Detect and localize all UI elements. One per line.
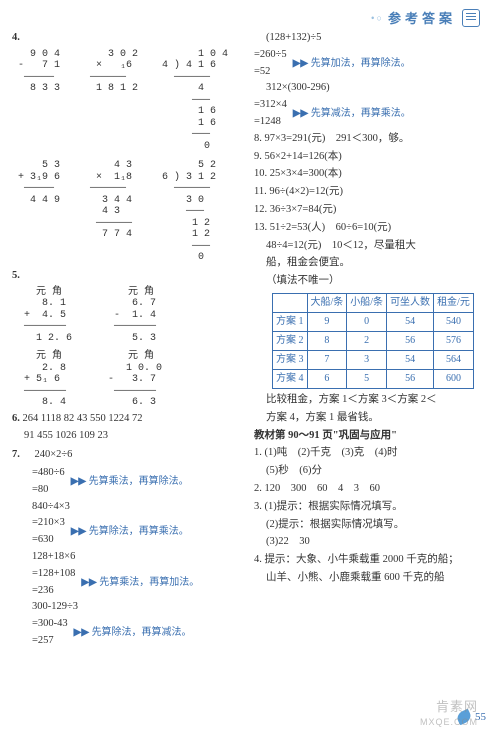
q7-3-step1: =257 xyxy=(32,633,68,650)
arrow-icon: ▶▶ xyxy=(81,577,96,588)
q7-2-hint: 先算乘法，再算加法。 xyxy=(99,577,199,588)
leaf-icon xyxy=(455,709,473,726)
q7-3-step0: =300-43 xyxy=(32,616,68,633)
q7-1-step1: =630 xyxy=(32,532,65,549)
page-header: • ○ 参考答案 xyxy=(371,8,480,27)
header-dots: • ○ xyxy=(371,13,382,23)
r2-expr: 312×(300-296) xyxy=(254,80,488,97)
arrow-icon: ▶▶ xyxy=(74,627,89,638)
th: 小船/条 xyxy=(347,293,387,312)
s3c: (3)22 30 xyxy=(254,534,488,551)
r1-step0: =260÷5 xyxy=(254,47,287,64)
s4a: 4. 提示：大象、小牛乘载重 2000 千克的船； xyxy=(254,552,488,569)
boats-table: 大船/条 小船/条 可坐人数 租金/元 方案 1 9 0 54 540 方案 2… xyxy=(272,293,474,389)
q7-2-step1: =236 xyxy=(32,583,75,600)
r1-hint: 先算加法，再算除法。 xyxy=(311,58,411,69)
notebook-icon xyxy=(462,9,480,27)
compare1: 比较租金，方案 1＜方案 3＜方案 2＜ xyxy=(254,392,488,409)
table-row: 方案 1 9 0 54 540 xyxy=(273,312,474,331)
page-badge: 55 xyxy=(457,711,486,723)
arith-block-3: 元 角 元 角 8. 1 6. 7 + 4. 5 - 1. 4 ――――――― … xyxy=(12,287,242,345)
r1-expr: (128+132)÷5 xyxy=(254,30,488,47)
arrow-icon: ▶▶ xyxy=(293,108,308,119)
section-title: 教材第 90～91 页"巩固与应用" xyxy=(254,428,488,445)
arith-block-1: 9 0 4 3 0 2 1 0 4 - 7 1 × ₁6 4 ) 4 1 6 ―… xyxy=(12,49,242,153)
arrow-icon: ▶▶ xyxy=(293,58,308,69)
r2-step0: =312×4 xyxy=(254,97,287,114)
list-item: 8. 97×3=291(元) 291＜300，够。 xyxy=(254,131,488,148)
compare2: 方案 4，方案 1 最省钱。 xyxy=(254,410,488,427)
arrow-icon: ▶▶ xyxy=(71,526,86,537)
list-item: 9. 56×2+14=126(本) xyxy=(254,149,488,166)
right-column: (128+132)÷5 =260÷5 =52 ▶▶ 先算加法，再算除法。 312… xyxy=(254,30,488,717)
q7-label: 7. xyxy=(12,449,20,460)
table-row: 大船/条 小船/条 可坐人数 租金/元 xyxy=(273,293,474,312)
r13d: （填法不唯一） xyxy=(254,273,488,290)
th xyxy=(273,293,308,312)
q7-2-step0: =128+108 xyxy=(32,566,75,583)
q7-1-hint: 先算除法，再算乘法。 xyxy=(89,526,189,537)
left-column: 4. 9 0 4 3 0 2 1 0 4 - 7 1 × ₁6 4 ) 4 1 … xyxy=(12,30,242,717)
table-row: 方案 3 7 3 54 564 xyxy=(273,350,474,369)
q7-1-expr: 840÷4×3 xyxy=(12,499,242,516)
page-number: 55 xyxy=(475,711,486,723)
list-item: 13. 51÷2=53(人) 60÷6=10(元) xyxy=(254,220,488,237)
th: 可坐人数 xyxy=(387,293,434,312)
arith-block-4: 元 角 元 角 2. 8 1 0. 0 + 5₁ 6 - 3. 7 ――――――… xyxy=(12,351,242,409)
q7-3-hint: 先算除法，再算减法。 xyxy=(92,627,192,638)
q7-0-step0: =480÷6 xyxy=(32,465,65,482)
r1-step1: =52 xyxy=(254,64,287,81)
s3a: 3. (1)提示：根据实际情况填写。 xyxy=(254,499,488,516)
list-item: 10. 25×3×4=300(本) xyxy=(254,166,488,183)
q5-label: 5. xyxy=(12,270,20,281)
arrow-icon: ▶▶ xyxy=(71,476,86,487)
arith-block-2: 5 3 4 3 5 2 + 3₁9 6 × 1₁8 6 ) 3 1 2 ――――… xyxy=(12,160,242,264)
table-row: 方案 2 8 2 56 576 xyxy=(273,331,474,350)
r13b: 48÷4=12(元) 10＜12，尽量租大 xyxy=(254,238,488,255)
q6-label: 6. xyxy=(12,413,20,424)
q7-0-step1: =80 xyxy=(32,482,65,499)
q6-line2: 91 455 1026 109 23 xyxy=(12,428,242,445)
q7-1-step0: =210×3 xyxy=(32,515,65,532)
list-item: 12. 36÷3×7=84(元) xyxy=(254,202,488,219)
s4b: 山羊、小熊、小鹿乘载重 600 千克的船 xyxy=(254,570,488,587)
s2: 2. 120 300 60 4 3 60 xyxy=(254,481,488,498)
s1b: (5)秒 (6)分 xyxy=(254,463,488,480)
table-row: 方案 4 6 5 56 600 xyxy=(273,369,474,388)
s3b: (2)提示：根据实际情况填写。 xyxy=(254,517,488,534)
q4-label: 4. xyxy=(12,32,20,43)
r2-hint: 先算减法，再算乘法。 xyxy=(311,108,411,119)
q7-2-expr: 128+18×6 xyxy=(12,549,242,566)
q7-0-expr: 240×2÷6 xyxy=(23,449,73,460)
header-title: 参考答案 xyxy=(388,8,456,27)
q6-line1: 264 1118 82 43 550 1224 72 xyxy=(23,413,143,424)
th: 大船/条 xyxy=(307,293,347,312)
s1: 1. (1)吨 (2)千克 (3)克 (4)时 xyxy=(254,445,488,462)
list-item: 11. 96÷(4×2)=12(元) xyxy=(254,184,488,201)
q7-3-expr: 300-129÷3 xyxy=(12,599,242,616)
r2-step1: =1248 xyxy=(254,114,287,131)
content-area: 4. 9 0 4 3 0 2 1 0 4 - 7 1 × ₁6 4 ) 4 1 … xyxy=(12,30,488,717)
th: 租金/元 xyxy=(434,293,474,312)
q7-0-hint: 先算乘法，再算除法。 xyxy=(89,476,189,487)
r13c: 船，租金会便宜。 xyxy=(254,255,488,272)
